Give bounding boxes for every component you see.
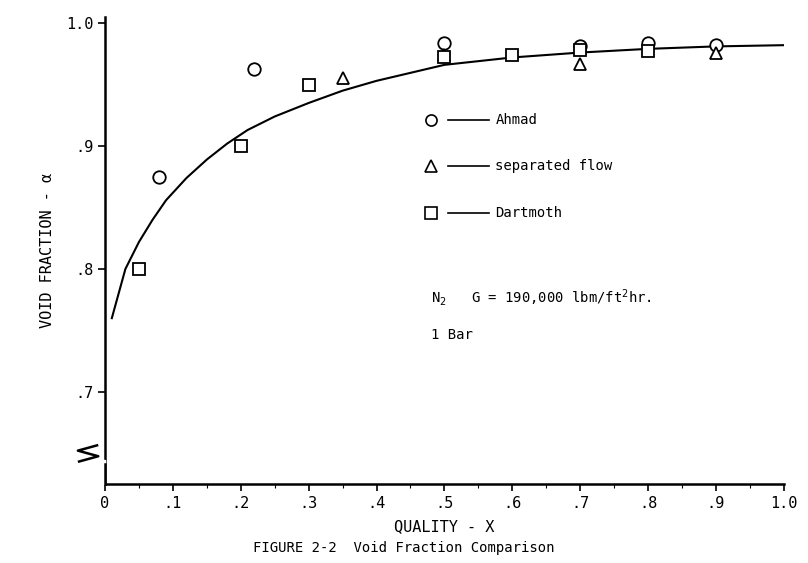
Text: FIGURE 2-2  Void Fraction Comparison: FIGURE 2-2 Void Fraction Comparison <box>253 540 555 555</box>
Text: 1 Bar: 1 Bar <box>431 328 473 342</box>
Text: separated flow: separated flow <box>495 159 612 173</box>
Bar <box>68 461 105 484</box>
Text: Dartmoth: Dartmoth <box>495 206 562 220</box>
Text: Ahmad: Ahmad <box>495 113 537 127</box>
X-axis label: QUALITY - X: QUALITY - X <box>394 519 494 534</box>
Y-axis label: VOID FRACTION - α: VOID FRACTION - α <box>40 173 55 328</box>
Text: N$_2$   G = 190,000 lbm/ft$^2$hr.: N$_2$ G = 190,000 lbm/ft$^2$hr. <box>431 287 652 308</box>
